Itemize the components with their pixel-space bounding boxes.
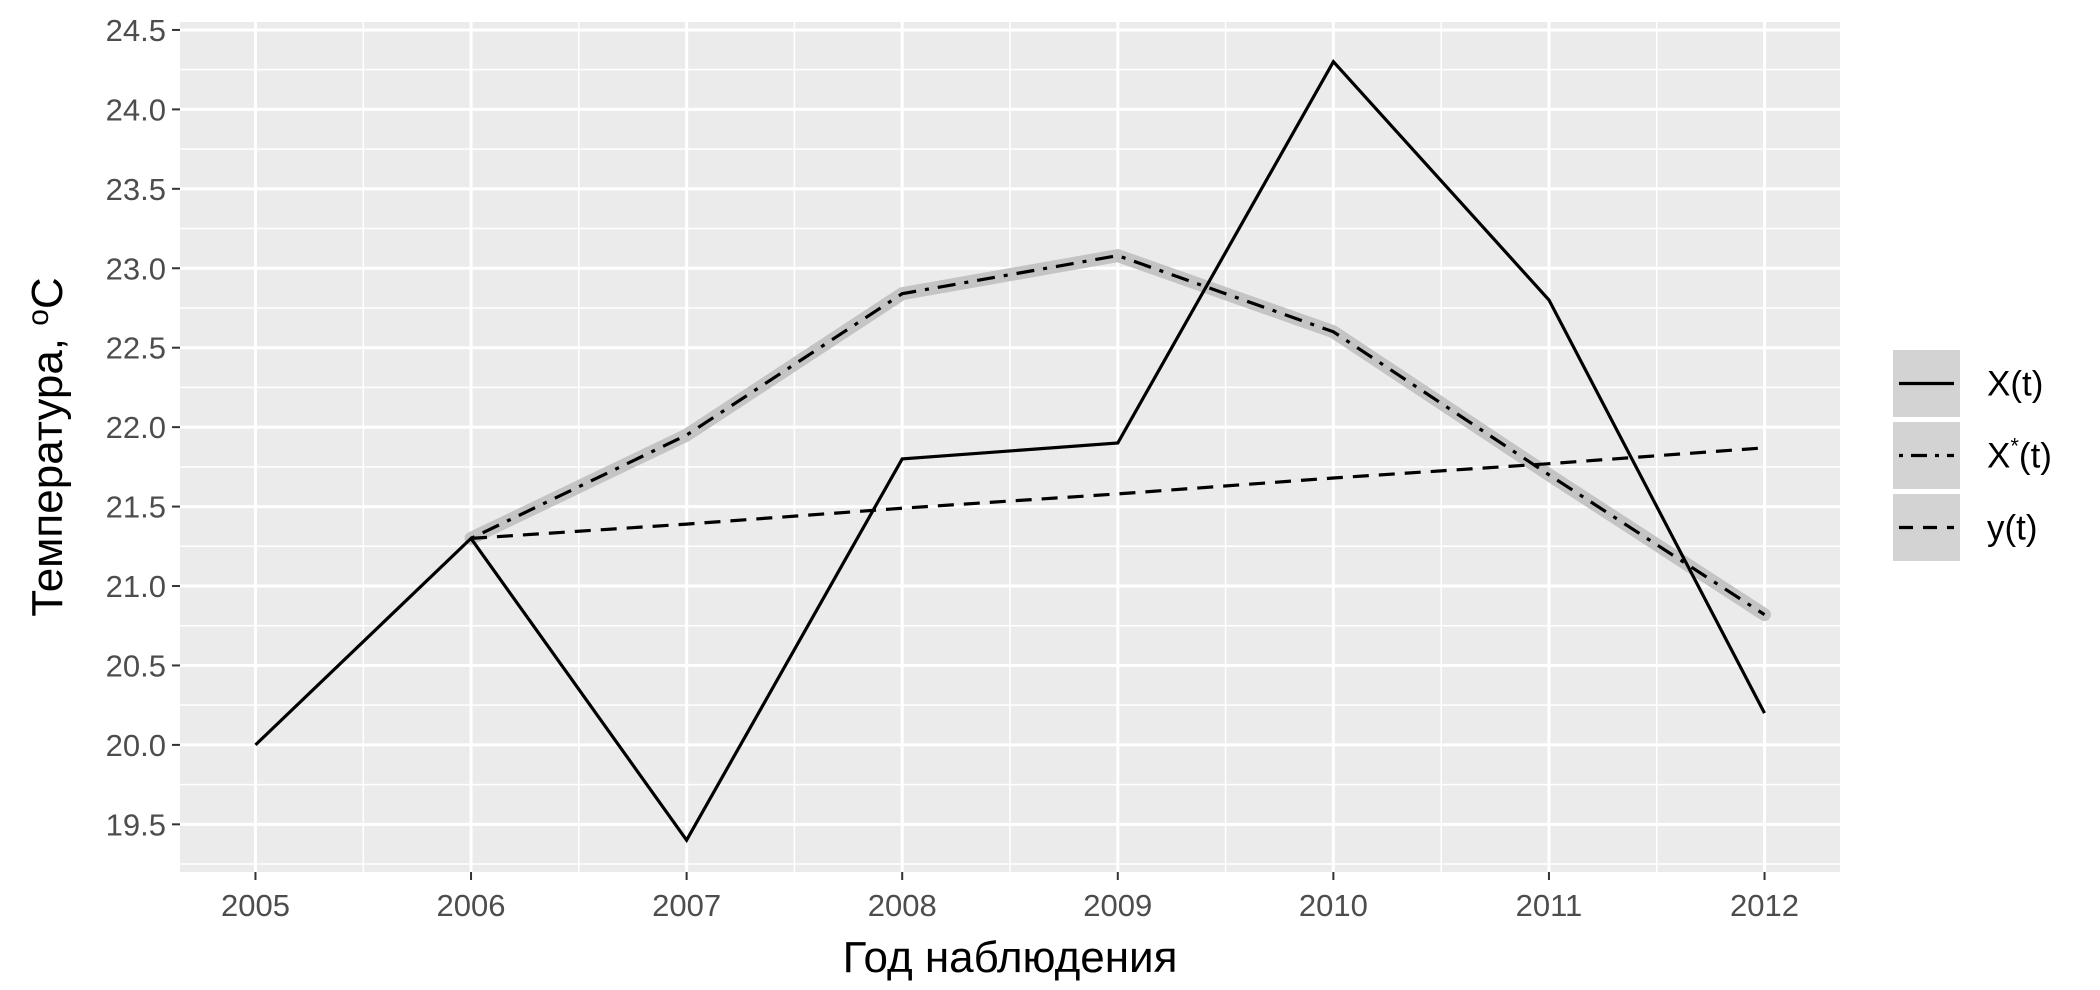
y-tick-label: 21.0	[106, 569, 166, 604]
x-tick-label: 2012	[1730, 888, 1799, 923]
legend-label-sup: *	[2010, 434, 2019, 459]
y-tick-label: 23.5	[106, 172, 166, 207]
legend-label-base: X	[1987, 365, 2010, 404]
legend-label: X*(t)	[1987, 434, 2052, 476]
legend-label-base: y	[1987, 509, 2005, 548]
legend-item: X*(t)	[1893, 422, 2052, 489]
axes: 19.5 20.0 20.5 21.0 21.5 22.0 22.5 23.0 23.5 24.0…	[106, 13, 1799, 923]
x-tick-label: 2005	[221, 888, 290, 923]
legend-label-tail: (t)	[2005, 509, 2038, 548]
y-tick-label: 24.5	[106, 13, 166, 48]
x-axis-title: Год наблюдения	[843, 933, 1178, 982]
x-tick-label: 2010	[1299, 888, 1368, 923]
x-tick-label: 2009	[1083, 888, 1152, 923]
y-tick-label: 24.0	[106, 92, 166, 127]
y-tick-label: 20.5	[106, 648, 166, 683]
x-tick-label: 2008	[868, 888, 937, 923]
legend: X(t)X*(t)y(t)	[1893, 350, 2052, 561]
y-axis-title-unit-sup: o	[22, 309, 55, 326]
y-tick-label: 19.5	[106, 807, 166, 842]
y-tick-label: 22.5	[106, 331, 166, 366]
x-tick-label: 2007	[652, 888, 721, 923]
series-line-0	[254, 58, 1766, 844]
legend-item: y(t)	[1893, 494, 2038, 561]
series-line-1	[470, 253, 1766, 616]
series-line-2	[470, 446, 1765, 540]
y-tick-label: 23.0	[106, 251, 166, 286]
series-lines	[254, 58, 1766, 844]
legend-label: y(t)	[1987, 509, 2038, 548]
legend-label-tail: (t)	[2019, 437, 2052, 476]
grid-lines	[180, 22, 1840, 872]
legend-label-base: X	[1987, 437, 2010, 476]
legend-item: X(t)	[1893, 350, 2043, 417]
y-axis-title-unit: C	[23, 277, 72, 309]
legend-label: X(t)	[1987, 365, 2043, 404]
y-tick-label: 20.0	[106, 728, 166, 763]
y-axis-title: Температура, oC	[22, 277, 72, 616]
legend-label-tail: (t)	[2010, 365, 2043, 404]
y-tick-label: 22.0	[106, 410, 166, 445]
x-tick-label: 2006	[437, 888, 506, 923]
y-axis-title-text: Температура,	[23, 326, 72, 617]
x-tick-label: 2011	[1516, 888, 1583, 923]
y-tick-label: 21.5	[106, 490, 166, 525]
